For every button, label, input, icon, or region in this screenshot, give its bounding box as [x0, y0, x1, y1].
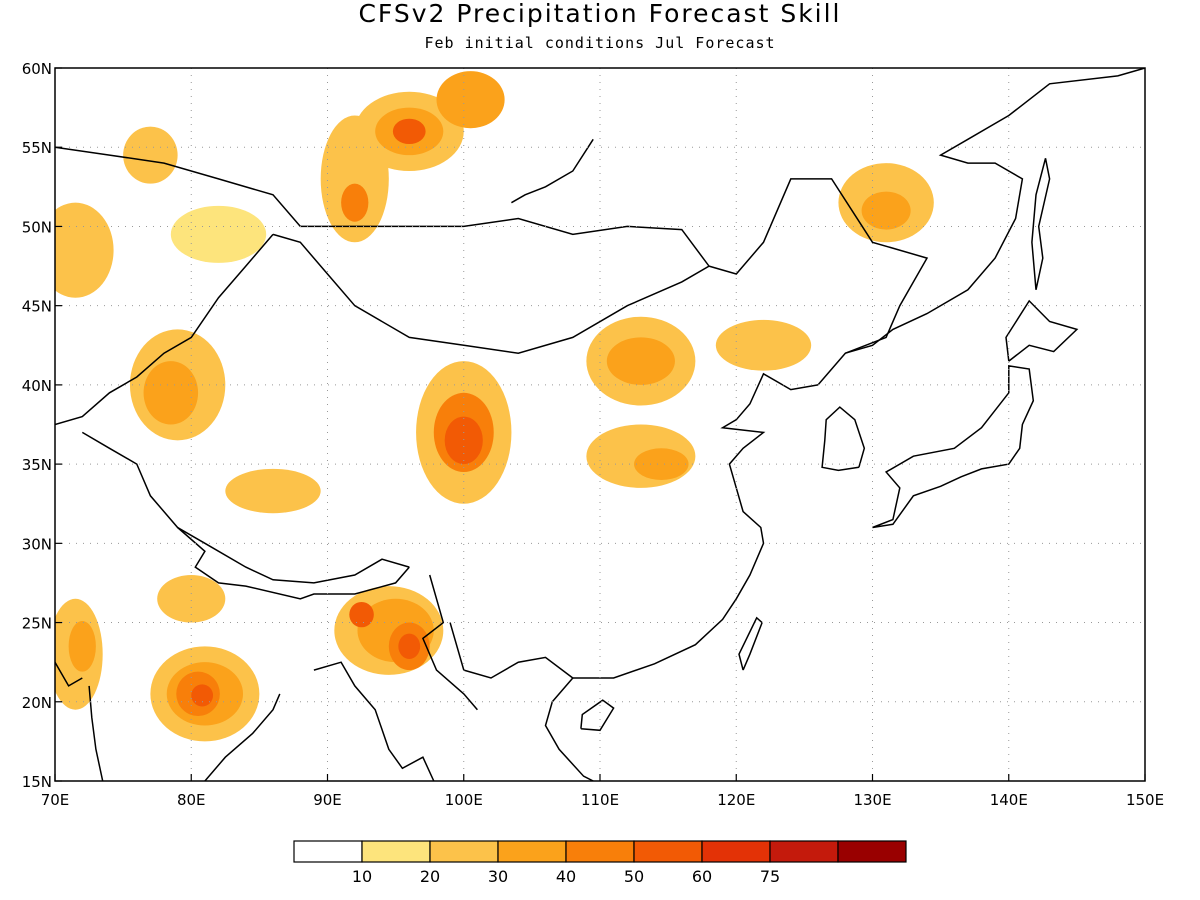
- skill-region: [349, 601, 374, 628]
- skill-region: [436, 71, 505, 129]
- skill-shading-layer: [55, 71, 934, 742]
- x-tick-label: 130E: [853, 791, 891, 809]
- colorbar-swatch: [769, 840, 839, 863]
- colorbar-swatch: [293, 840, 363, 863]
- skill-region: [55, 202, 114, 298]
- skill-region: [715, 319, 812, 371]
- y-tick-label: 30N: [22, 535, 52, 553]
- colorbar-label: 20: [420, 867, 440, 886]
- skill-region: [341, 183, 369, 222]
- colorbar-swatch: [701, 840, 771, 863]
- x-tick-label: 110E: [581, 791, 619, 809]
- y-tick-label: 55N: [22, 139, 52, 157]
- x-tick-label: 140E: [990, 791, 1028, 809]
- colorbar-label: 10: [352, 867, 372, 886]
- coastline-path: [821, 406, 866, 472]
- skill-region: [191, 684, 214, 707]
- coastline-path: [1031, 158, 1051, 290]
- coastline-path: [55, 146, 711, 354]
- skill-region: [123, 126, 178, 184]
- skill-region: [634, 448, 689, 480]
- skill-region: [225, 468, 321, 514]
- coastline-path: [872, 365, 1035, 529]
- x-tick-label: 150E: [1126, 791, 1164, 809]
- colorbar-swatch: [633, 840, 703, 863]
- colorbar-label: 60: [692, 867, 712, 886]
- y-tick-label: 40N: [22, 377, 52, 395]
- coastline-path: [708, 178, 929, 386]
- skill-region: [170, 205, 267, 263]
- y-tick-label: 35N: [22, 456, 52, 474]
- colorbar: 10 20 30 40 50 60 75: [293, 840, 907, 886]
- coastline-path: [81, 431, 410, 584]
- coastline-path: [421, 574, 478, 711]
- y-tick-label: 15N: [22, 773, 52, 791]
- colorbar-swatch: [565, 840, 635, 863]
- colorbar-swatch: [429, 840, 499, 863]
- colorbar-swatch: [497, 840, 567, 863]
- x-tick-label: 100E: [445, 791, 483, 809]
- colorbar-label: 40: [556, 867, 576, 886]
- colorbar-swatch: [837, 840, 907, 863]
- skill-region: [444, 416, 483, 465]
- coastline-path: [177, 526, 410, 600]
- x-tick-label: 120E: [717, 791, 755, 809]
- skill-region: [398, 633, 421, 659]
- colorbar-swatch: [361, 840, 431, 863]
- colorbar-label: 50: [624, 867, 644, 886]
- coastline-path: [449, 622, 574, 679]
- y-tick-label: 25N: [22, 615, 52, 633]
- chart-title: CFSv2 Precipitation Forecast Skill: [358, 0, 842, 28]
- colorbar-label: 30: [488, 867, 508, 886]
- coastline-path: [580, 699, 615, 732]
- coastline-path: [313, 661, 435, 781]
- skill-region: [143, 361, 199, 425]
- coastline-path: [572, 372, 819, 679]
- skill-region: [68, 620, 96, 672]
- y-tick-label: 50N: [22, 218, 52, 236]
- coastline-path: [55, 233, 274, 426]
- x-axis-ticks: 70E 80E 90E 100E 110E 120E 130E 140E 150E: [41, 774, 1164, 809]
- y-tick-label: 45N: [22, 298, 52, 316]
- skill-region: [157, 575, 226, 623]
- coastline-path: [1005, 299, 1079, 362]
- x-tick-label: 90E: [313, 791, 342, 809]
- x-tick-label: 70E: [41, 791, 70, 809]
- coastline-path: [544, 677, 594, 781]
- skill-region: [861, 191, 911, 230]
- coastline-layer: [55, 68, 1145, 781]
- coastline-path: [845, 68, 1145, 354]
- skill-region: [606, 337, 675, 385]
- coastline-path: [511, 138, 594, 204]
- coastline-path: [88, 685, 104, 781]
- colorbar-label: 75: [760, 867, 780, 886]
- coastline-path: [55, 661, 83, 687]
- y-tick-label: 60N: [22, 60, 52, 78]
- coastline-path: [204, 693, 281, 781]
- chart-subtitle: Feb initial conditions Jul Forecast: [424, 34, 776, 52]
- y-axis-ticks: 15N 20N 25N 30N 35N 40N 45N 50N 55N 60N: [22, 60, 62, 791]
- coastline-path: [738, 616, 763, 671]
- skill-region: [392, 118, 426, 145]
- x-tick-label: 80E: [177, 791, 206, 809]
- y-tick-label: 20N: [22, 694, 52, 712]
